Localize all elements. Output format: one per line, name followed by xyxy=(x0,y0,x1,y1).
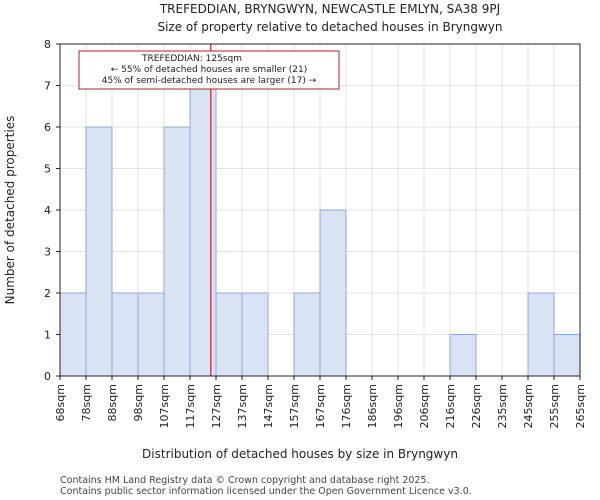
x-tick-label: 255sqm xyxy=(548,384,561,428)
bar xyxy=(553,334,581,377)
bar xyxy=(59,292,87,377)
x-tick-label: 167sqm xyxy=(314,384,327,428)
annotation-frame xyxy=(78,50,340,90)
x-tick-label: 147sqm xyxy=(262,384,275,428)
x-tick-label: 206sqm xyxy=(418,384,431,428)
x-tick-label: 196sqm xyxy=(392,384,405,428)
y-tick-label: 1 xyxy=(44,329,51,342)
x-tick-label: 186sqm xyxy=(366,384,379,428)
x-tick-label: 98sqm xyxy=(132,384,145,421)
x-axis-label: Distribution of detached houses by size … xyxy=(142,447,458,461)
y-tick-label: 4 xyxy=(44,204,51,217)
x-tick-label: 68sqm xyxy=(54,384,67,421)
x-tick-label: 235sqm xyxy=(496,384,509,428)
y-tick-label: 2 xyxy=(44,287,51,300)
bar xyxy=(293,292,321,377)
x-axis-ticks: 68sqm 78sqm 88sqm 98sqm 107sqm 117sqm 127sqm 13… xyxy=(54,376,587,428)
bar xyxy=(527,292,555,377)
bar xyxy=(137,292,165,377)
x-tick-label: 117sqm xyxy=(184,384,197,428)
chart-title: TREFEDDIAN, BRYNGWYN, NEWCASTLE EMLYN, S… xyxy=(159,2,500,16)
chart-subtitle: Size of property relative to detached ho… xyxy=(157,20,502,34)
annotation-box: TREFEDDIAN: 125sqm ← 55% of detached hou… xyxy=(78,50,340,90)
annotation-line-3: 45% of semi-detached houses are larger (… xyxy=(102,76,317,86)
annotation-line-1: TREFEDDIAN: 125sqm xyxy=(141,54,242,64)
y-tick-label: 6 xyxy=(44,121,51,134)
bar xyxy=(319,209,347,377)
footer-line-2: Contains public sector information licen… xyxy=(60,486,472,497)
x-tick-label: 226sqm xyxy=(470,384,483,428)
y-axis-label: Number of detached properties xyxy=(3,116,17,305)
x-tick-label: 78sqm xyxy=(80,384,93,421)
bar xyxy=(163,126,191,377)
x-tick-label: 176sqm xyxy=(340,384,353,428)
y-tick-label: 7 xyxy=(44,80,51,93)
y-tick-label: 3 xyxy=(44,246,51,259)
bar xyxy=(189,85,217,377)
bar xyxy=(85,126,113,377)
x-tick-label: 245sqm xyxy=(522,384,535,428)
y-axis-ticks: 0 1 2 3 4 5 6 7 8 xyxy=(44,38,60,383)
bar xyxy=(241,292,269,377)
bar xyxy=(215,292,243,377)
x-tick-label: 88sqm xyxy=(106,384,119,421)
x-tick-label: 107sqm xyxy=(158,384,171,428)
y-tick-label: 8 xyxy=(44,38,51,51)
x-tick-label: 127sqm xyxy=(210,384,223,428)
x-tick-label: 265sqm xyxy=(574,384,587,428)
footer-line-1: Contains HM Land Registry data © Crown c… xyxy=(60,475,430,486)
x-tick-label: 157sqm xyxy=(288,384,301,428)
bar xyxy=(111,292,139,377)
bar xyxy=(449,334,477,377)
x-tick-label: 137sqm xyxy=(236,384,249,428)
bars xyxy=(59,85,581,377)
x-tick-label: 216sqm xyxy=(444,384,457,428)
y-tick-label: 0 xyxy=(44,370,51,383)
y-tick-label: 5 xyxy=(44,163,51,176)
annotation-line-2: ← 55% of detached houses are smaller (21… xyxy=(111,65,308,75)
